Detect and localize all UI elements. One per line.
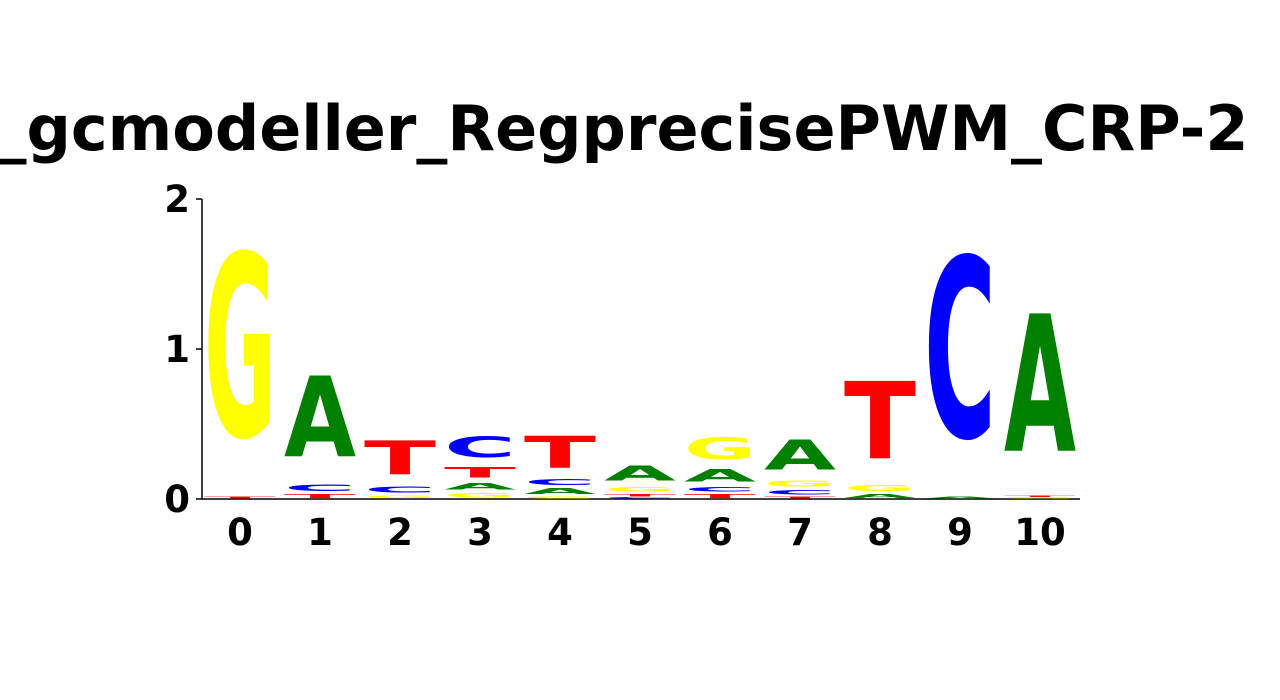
y-tick-label: 0 xyxy=(164,478,190,521)
logo-letter-t: T xyxy=(844,360,916,484)
logo-letter-c: C xyxy=(364,486,436,495)
logo-letter-t: T xyxy=(364,432,437,486)
logo-letter-g: G xyxy=(444,491,516,499)
logo-letter-a: A xyxy=(684,466,756,485)
y-axis-ticks: 0 1 2 xyxy=(164,178,202,521)
logo-letter-a: A xyxy=(444,481,516,491)
x-tick-label: 8 xyxy=(867,511,893,554)
x-tick-label: 1 xyxy=(307,511,333,554)
logo-letter-t: T xyxy=(444,465,516,481)
logo-letter-g: G xyxy=(364,494,436,499)
logo-letter-t: T xyxy=(284,493,356,499)
x-tick-label: 2 xyxy=(387,511,413,554)
logo-letter-c: C xyxy=(684,486,756,493)
logo-letter-a: A xyxy=(1004,277,1076,496)
chart-title: _gcmodeller_RegprecisePWM_CRP-2 xyxy=(0,92,1249,165)
x-tick-label: 10 xyxy=(1014,511,1066,554)
x-tick-label: 0 xyxy=(227,511,253,554)
logo-letter-c: C xyxy=(444,432,516,465)
y-tick-label: 2 xyxy=(164,178,190,221)
x-axis-ticks: 0 1 2 3 4 5 6 7 8 9 10 xyxy=(227,511,1066,554)
logo-letter-a: A xyxy=(604,461,676,485)
logo-letter-t: T xyxy=(684,493,756,499)
logo-letter-a: A xyxy=(524,487,596,496)
x-tick-label: 7 xyxy=(787,511,813,554)
logo-letter-g: G xyxy=(764,479,836,488)
logo-letter-g: G xyxy=(524,496,596,499)
logo-letter-g: G xyxy=(604,485,676,493)
logo-letter-g: G xyxy=(1004,497,1076,499)
x-tick-label: 9 xyxy=(947,511,973,554)
y-tick-label: 1 xyxy=(164,328,190,371)
logo-letter-c: C xyxy=(764,489,836,496)
logo-letter-a: A xyxy=(844,493,916,499)
x-tick-label: 4 xyxy=(547,511,573,554)
logo-letter-t: T xyxy=(1004,496,1076,497)
logo-letter-c: C xyxy=(924,208,996,496)
logo-letter-a: A xyxy=(284,354,356,483)
logo-letter-g: G xyxy=(204,203,276,495)
logo-letter-c: C xyxy=(604,498,676,499)
logo-letter-c: C xyxy=(284,483,356,493)
logo-letter-t: T xyxy=(604,493,676,497)
logo-letter-t: T xyxy=(764,496,836,499)
x-tick-label: 3 xyxy=(467,511,493,554)
logo-letter-c: C xyxy=(524,478,596,487)
logo-letter-a: A xyxy=(924,496,996,499)
x-tick-label: 6 xyxy=(707,511,733,554)
logo-letter-t: T xyxy=(204,496,276,499)
logo-letter-t: T xyxy=(524,428,596,479)
x-tick-label: 5 xyxy=(627,511,653,554)
logo-letter-g: G xyxy=(844,484,916,493)
logo-letter-a: A xyxy=(764,431,836,479)
logo-letter-g: G xyxy=(684,432,756,466)
